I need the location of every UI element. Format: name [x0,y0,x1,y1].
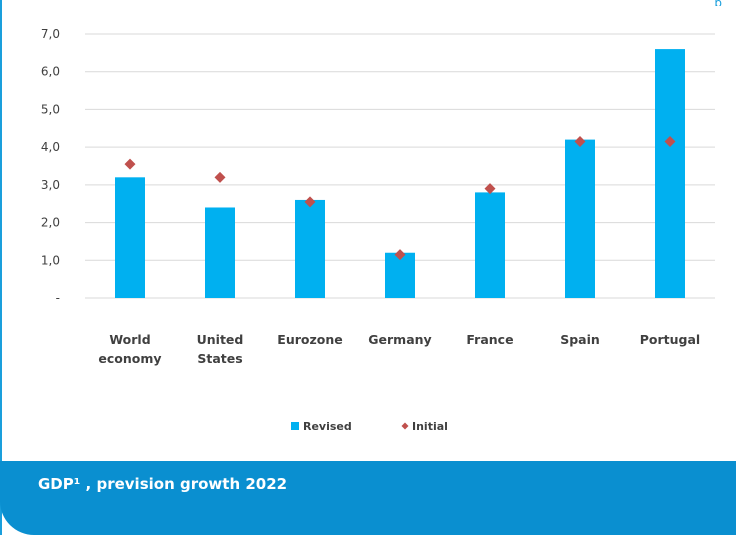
y-tick-label-7: 7,0 [41,27,60,41]
gdp-chart: - 1,0 2,0 3,0 4,0 5,0 6,0 7,0 World economy Unite… [41,27,715,433]
bar-revised-3 [385,252,415,298]
legend-label-revised: Revised [303,420,352,433]
marker-initial-3 [394,249,406,261]
legend: Revised Initial [291,420,448,433]
marker-initial-4 [484,183,496,195]
footer-band: GDP¹ , prevision growth 2022 [0,461,736,535]
marker-initial-1 [214,171,226,183]
y-tick-label-6: 6,0 [41,65,60,79]
y-tick-label-3: 3,0 [41,178,60,192]
legend-swatch-revised [291,422,299,430]
top-edge-text: p [714,0,722,6]
x-tick-label-1-0: United [197,332,244,347]
x-tick-label-6-0: Portugal [640,332,700,347]
bar-revised-4 [475,192,505,298]
x-tick-label-4-0: France [466,332,513,347]
x-tick-label-3-0: Germany [368,332,431,347]
y-tick-label-5: 5,0 [41,102,60,116]
bar-revised-2 [295,199,325,298]
initial-markers [124,135,676,261]
x-tick-label-5-0: Spain [560,332,600,347]
x-tick-label-0-0: World [109,332,150,347]
legend-swatch-initial [401,422,409,430]
figure-caption: GDP¹ , prevision growth 2022 [38,475,288,493]
marker-initial-5 [574,135,586,147]
x-tick-label-0-1: economy [98,351,161,366]
revised-bars [115,49,685,299]
y-tick-label-4: 4,0 [41,140,60,154]
x-tick-label-2-0: Eurozone [277,332,342,347]
bar-revised-5 [565,139,595,298]
y-tick-label-2: 2,0 [41,216,60,230]
bar-revised-0 [115,177,145,298]
y-tick-label-0: - [56,291,60,305]
marker-initial-6 [664,135,676,147]
bar-revised-6 [655,49,685,299]
marker-initial-0 [124,158,136,170]
bar-revised-1 [205,207,235,298]
x-axis-labels: World economy United States Eurozone Germany F… [98,332,700,366]
y-axis-ticks: - 1,0 2,0 3,0 4,0 5,0 6,0 7,0 [41,27,60,305]
legend-label-initial: Initial [412,420,448,433]
y-tick-label-1: 1,0 [41,253,60,267]
x-tick-label-1-1: States [197,351,242,366]
marker-initial-2 [304,196,316,208]
